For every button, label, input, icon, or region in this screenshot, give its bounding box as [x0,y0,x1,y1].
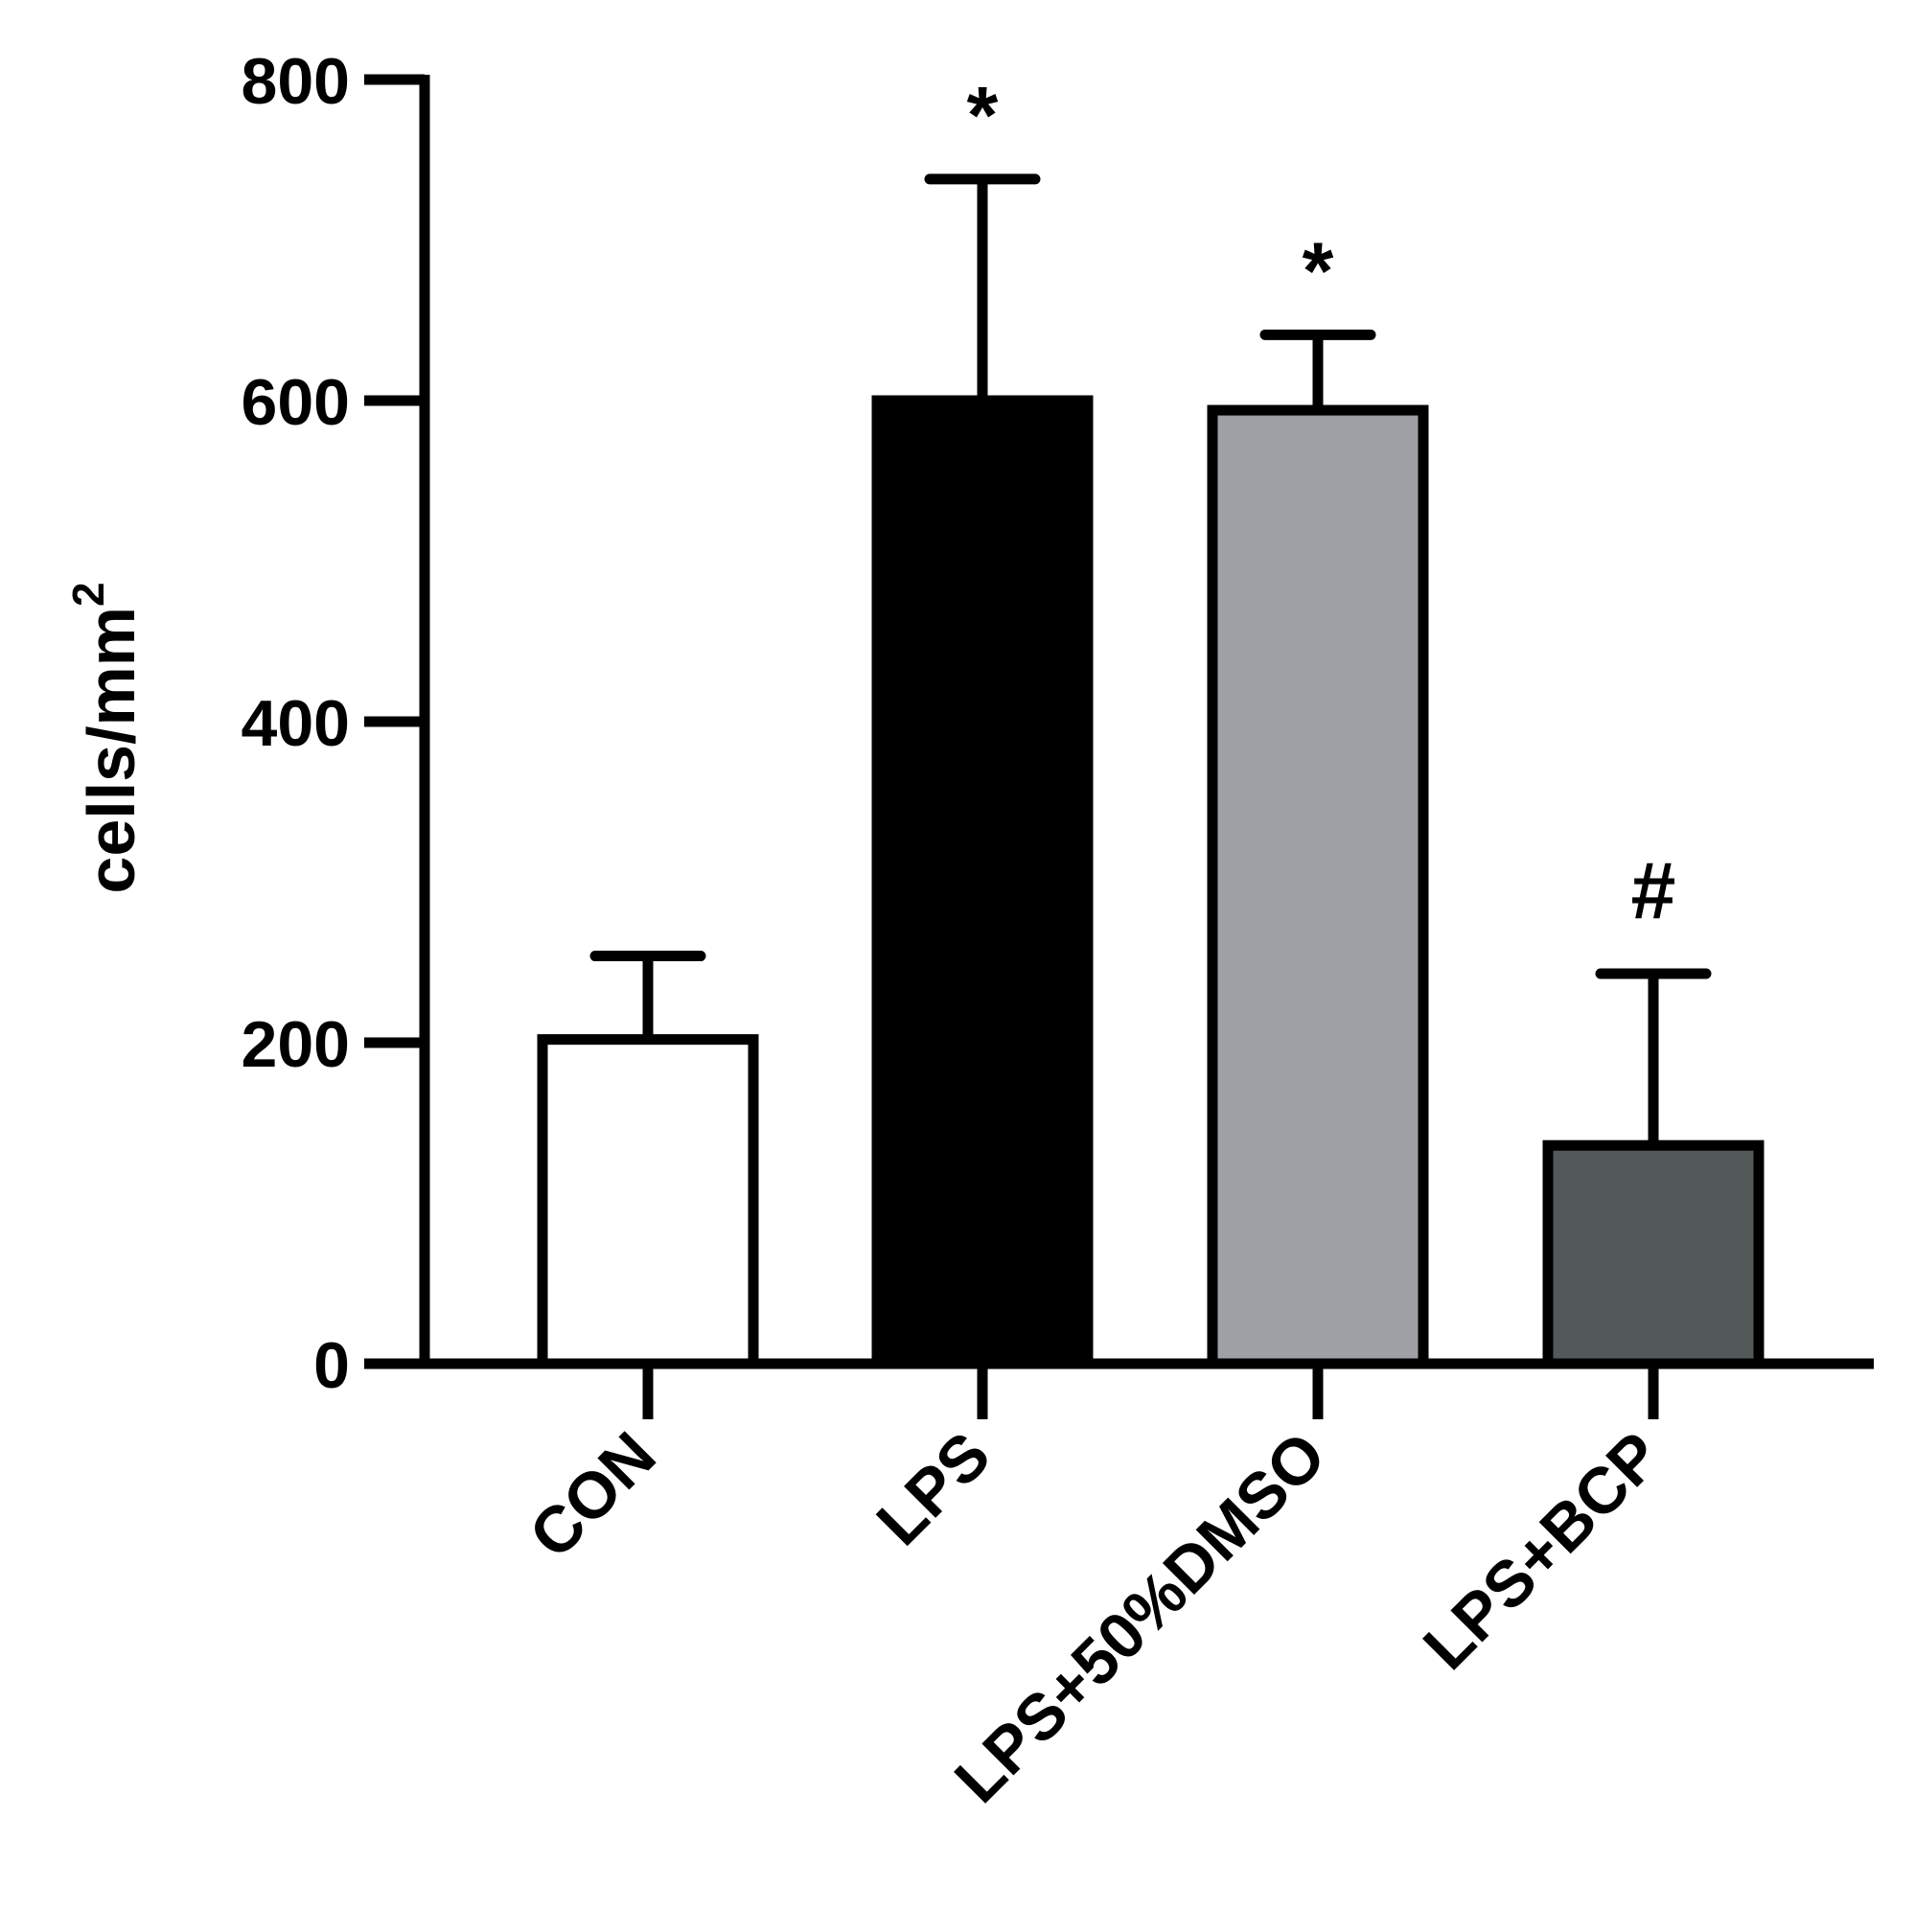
significance-marker-2: * [967,70,999,160]
y-axis-label-superscript: 2 [63,582,113,607]
bar-lps [871,395,1094,1369]
y-tick-label: 200 [242,1008,350,1081]
y-axis-label: cells/mm2 [63,582,149,893]
x-tick-label: LPS+50%DMSO [941,1418,1340,1817]
bar-lps-bcp [1542,1139,1765,1369]
y-tick-label: 800 [242,45,350,118]
x-tick-label: LPS [863,1418,1004,1559]
bar-con [537,1034,759,1369]
x-tick-label: CON [516,1418,670,1573]
significance-marker-3: * [1303,225,1334,315]
svg-text:cells/mm2: cells/mm2 [63,582,149,893]
significance-marker-4: # [1631,845,1676,935]
x-tick-label: LPS+BCP [1410,1418,1675,1684]
y-axis-label-text: cells/mm [74,607,149,894]
y-tick-label: 400 [242,687,350,760]
y-tick-label: 0 [313,1329,350,1402]
bar-lps-50-dmso [1207,404,1429,1369]
y-tick-label: 600 [242,366,350,439]
